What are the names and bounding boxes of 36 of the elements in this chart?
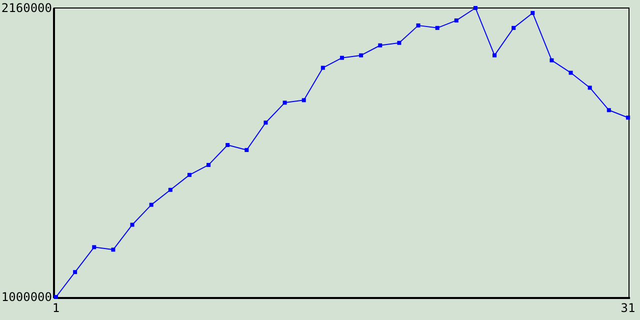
point	[302, 98, 306, 102]
point	[111, 248, 116, 252]
point	[626, 116, 630, 120]
point	[130, 222, 134, 227]
line-series	[54, 6, 630, 299]
point	[435, 26, 440, 30]
y-tick-label: 2160000	[1, 1, 52, 16]
point	[512, 26, 516, 30]
point	[226, 143, 230, 148]
point	[340, 56, 344, 60]
x-tick-label: 1	[52, 301, 60, 315]
point	[264, 120, 268, 125]
point	[206, 162, 211, 167]
point	[568, 70, 573, 75]
point	[54, 295, 58, 299]
point	[530, 10, 535, 15]
point	[473, 6, 478, 10]
point	[282, 100, 287, 105]
point	[378, 43, 382, 48]
point	[73, 270, 78, 274]
point	[149, 202, 154, 207]
point	[397, 40, 402, 45]
y-tick-label: 1000000	[1, 290, 52, 304]
point	[92, 245, 96, 250]
point	[244, 148, 249, 152]
point	[416, 23, 420, 28]
point	[588, 86, 592, 90]
point	[492, 53, 497, 58]
point	[187, 172, 192, 177]
point	[359, 53, 364, 58]
point	[168, 188, 172, 192]
point	[320, 66, 325, 70]
point	[550, 58, 554, 62]
x-tick-label: 31	[620, 301, 636, 315]
point	[606, 108, 611, 112]
point	[454, 18, 458, 22]
